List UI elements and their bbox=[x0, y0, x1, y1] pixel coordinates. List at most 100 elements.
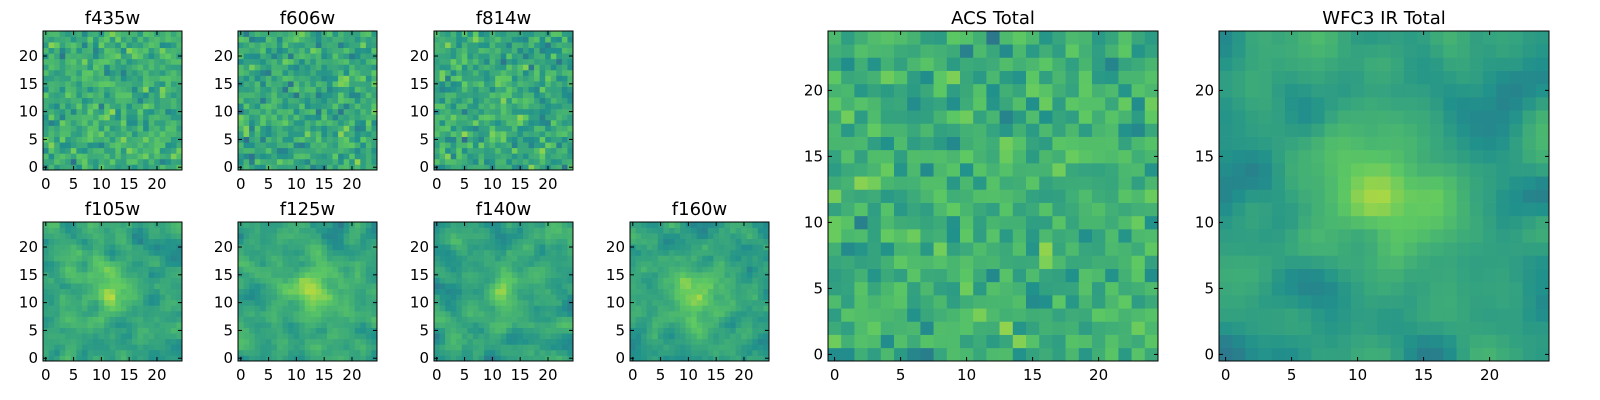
heatmap-cell bbox=[93, 255, 99, 262]
heatmap-cell bbox=[999, 268, 1014, 283]
heatmap-cell bbox=[752, 327, 759, 334]
heatmap-cell bbox=[48, 114, 55, 121]
heatmap-cell bbox=[946, 308, 961, 322]
heatmap-cell bbox=[907, 295, 921, 309]
heatmap-cell bbox=[718, 322, 725, 328]
heatmap-cells bbox=[828, 31, 1159, 362]
heatmap-cell bbox=[635, 222, 642, 228]
heatmap-cell bbox=[652, 260, 659, 267]
heatmap-cell bbox=[109, 164, 116, 171]
heatmap-cell bbox=[461, 142, 468, 149]
heatmap-cells bbox=[238, 222, 378, 362]
heatmap-cell bbox=[54, 64, 61, 71]
heatmap-cell bbox=[434, 75, 440, 82]
heatmap-cell bbox=[254, 260, 261, 267]
heatmap-cell bbox=[495, 327, 502, 334]
heatmap-cell bbox=[365, 36, 372, 43]
heatmap-cell bbox=[293, 75, 300, 82]
heatmap-cell bbox=[87, 69, 94, 76]
heatmap-cell bbox=[528, 153, 535, 160]
heatmap-cell bbox=[260, 266, 267, 273]
heatmap-cell bbox=[360, 249, 367, 256]
heatmap-cell bbox=[691, 338, 698, 345]
heatmap-cell bbox=[506, 164, 513, 171]
heatmap-cell bbox=[657, 349, 664, 356]
heatmap-cell bbox=[635, 349, 642, 356]
heatmap-cell bbox=[1052, 321, 1066, 335]
heatmap-cell bbox=[59, 222, 66, 228]
heatmap-cell bbox=[841, 308, 855, 322]
heatmap-cell bbox=[668, 266, 675, 273]
heatmap-cell bbox=[511, 277, 518, 284]
heatmap-cell bbox=[54, 164, 61, 171]
heatmap-cell bbox=[691, 233, 698, 240]
heatmap-cell bbox=[288, 316, 294, 323]
heatmap-cell bbox=[243, 310, 250, 317]
heatmap-cell bbox=[137, 294, 144, 301]
heatmap-cell bbox=[120, 147, 127, 154]
heatmap-cell bbox=[65, 164, 72, 171]
heatmap-cell bbox=[534, 147, 540, 154]
heatmap-cell bbox=[260, 158, 267, 165]
heatmap-cell bbox=[260, 64, 267, 71]
heatmap-cell bbox=[668, 316, 675, 323]
heatmap-cell bbox=[304, 86, 311, 93]
heatmap-cell bbox=[109, 108, 116, 115]
heatmap-cell bbox=[973, 321, 987, 335]
heatmap-cell bbox=[48, 255, 55, 262]
heatmap-cell bbox=[550, 69, 557, 76]
heatmap-cell bbox=[522, 86, 529, 93]
heatmap-cell bbox=[550, 272, 557, 278]
heatmap-cell bbox=[293, 108, 300, 115]
heatmap-cell bbox=[517, 153, 524, 160]
heatmap-cell bbox=[87, 260, 94, 267]
heatmap-cell bbox=[43, 333, 49, 340]
heatmap-cell bbox=[238, 310, 244, 317]
heatmap-cell bbox=[478, 164, 485, 171]
heatmap-cell bbox=[456, 97, 463, 104]
heatmap-cell bbox=[143, 316, 149, 323]
heatmap-cell bbox=[467, 158, 474, 165]
heatmap-cell bbox=[1144, 202, 1159, 217]
heatmap-cell bbox=[326, 53, 333, 60]
heatmap-cell bbox=[243, 114, 250, 121]
heatmap-cell bbox=[663, 355, 670, 362]
heatmap-cell bbox=[120, 316, 127, 323]
heatmap-cell bbox=[321, 310, 328, 317]
heatmap-cell bbox=[131, 310, 138, 317]
heatmap-cell bbox=[718, 238, 725, 245]
heatmap-cell bbox=[326, 316, 333, 323]
heatmap-cell bbox=[115, 164, 122, 171]
heatmap-cell bbox=[456, 142, 463, 149]
heatmap-cell bbox=[93, 69, 99, 76]
heatmap-cell bbox=[271, 164, 278, 171]
heatmap-cell bbox=[276, 349, 283, 356]
heatmap-cell bbox=[986, 189, 1000, 203]
heatmap-cell bbox=[332, 31, 339, 37]
heatmap-cell bbox=[115, 147, 122, 154]
heatmap-cell bbox=[176, 310, 183, 317]
heatmap-cell bbox=[360, 53, 367, 60]
heatmap-cell bbox=[907, 255, 921, 269]
heatmap-cell bbox=[867, 308, 882, 322]
heatmap-cell bbox=[556, 299, 563, 306]
heatmap-cell bbox=[310, 64, 317, 71]
heatmap-cell bbox=[986, 215, 1000, 230]
heatmap-cell bbox=[439, 305, 446, 312]
heatmap-cell bbox=[159, 288, 166, 295]
heatmap-cell bbox=[445, 327, 452, 334]
heatmap-cell bbox=[691, 260, 698, 267]
heatmap-cell bbox=[243, 227, 250, 234]
heatmap-cell bbox=[81, 310, 88, 317]
heatmap-cell bbox=[293, 277, 300, 284]
heatmap-cell bbox=[165, 260, 172, 267]
heatmap-cell bbox=[500, 131, 507, 137]
heatmap-cell bbox=[517, 327, 524, 334]
heatmap-cell bbox=[87, 322, 94, 328]
heatmap-cell bbox=[143, 249, 149, 256]
heatmap-cell bbox=[276, 305, 283, 312]
heatmap-cell bbox=[276, 272, 283, 278]
heatmap-cell bbox=[920, 163, 934, 177]
heatmap-cell bbox=[59, 136, 66, 143]
heatmap-cell bbox=[522, 322, 529, 328]
